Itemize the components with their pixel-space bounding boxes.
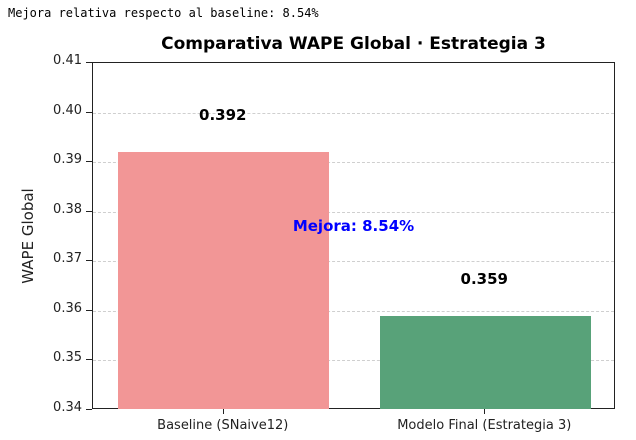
y-tick-label: 0.35 [53, 350, 82, 366]
y-tick-mark [86, 359, 92, 361]
improvement-annotation: Mejora: 8.54% [292, 217, 415, 235]
gridline [93, 112, 614, 114]
bar-value-label: 0.359 [460, 269, 508, 288]
y-tick-label: 0.37 [53, 251, 82, 267]
stdout-text: Mejora relativa respecto al baseline: 8.… [8, 6, 319, 20]
gridline [93, 211, 614, 213]
gridline [93, 310, 614, 312]
y-tick-mark [86, 210, 92, 212]
gridline [93, 162, 614, 164]
y-tick-label: 0.40 [53, 102, 82, 118]
x-tick-label: Baseline (SNaive12) [157, 418, 289, 433]
y-tick-mark [86, 260, 92, 262]
x-tick-mark [484, 409, 486, 414]
gridline [93, 261, 614, 263]
bar-value-label: 0.392 [199, 106, 247, 125]
plot-area [92, 62, 615, 409]
y-tick-mark [86, 161, 92, 163]
x-tick-label: Modelo Final (Estrategia 3) [397, 418, 572, 433]
y-axis-label: WAPE Global [19, 188, 37, 284]
y-tick-mark [86, 309, 92, 311]
gridline [93, 360, 614, 362]
chart-title: Comparativa WAPE Global · Estrategia 3 [161, 34, 546, 54]
y-tick-label: 0.39 [53, 152, 82, 168]
y-tick-label: 0.36 [53, 300, 82, 316]
y-tick-label: 0.41 [53, 53, 82, 68]
y-tick-mark [86, 111, 92, 113]
bar-0 [118, 152, 330, 409]
bar-1 [379, 315, 591, 409]
y-tick-mark [86, 62, 92, 63]
y-tick-label: 0.34 [53, 400, 82, 415]
y-tick-mark [86, 409, 92, 410]
x-tick-mark [222, 409, 224, 414]
y-tick-label: 0.38 [53, 201, 82, 217]
